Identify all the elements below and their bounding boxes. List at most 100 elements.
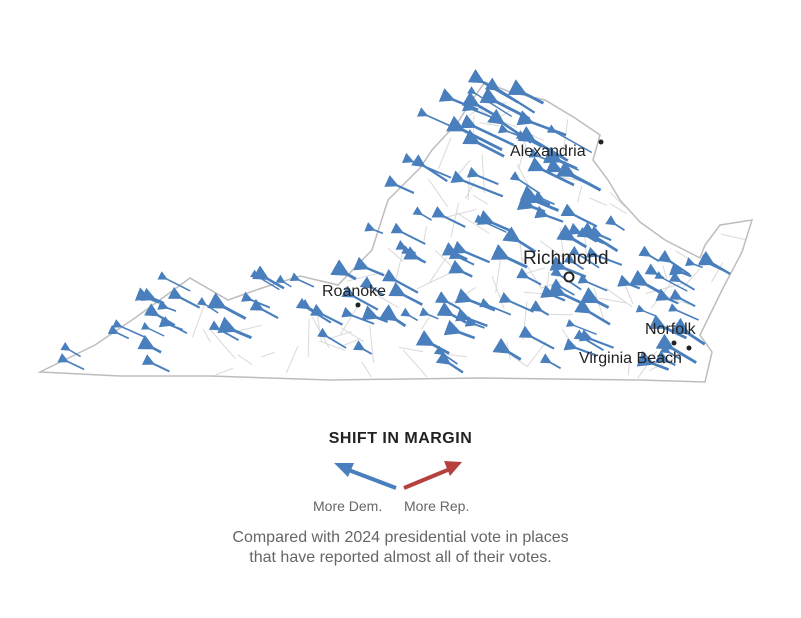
shift-arrow — [550, 278, 575, 296]
city-norfolk: Norfolk — [645, 321, 697, 346]
shift-arrow — [436, 301, 467, 324]
county-border — [577, 185, 583, 203]
shift-arrow — [540, 284, 566, 302]
county-border — [319, 340, 346, 351]
county-border — [403, 349, 428, 378]
county-border — [562, 119, 569, 154]
shift-arrow — [644, 263, 665, 280]
shift-arrow — [451, 240, 491, 264]
shift-arrow — [574, 298, 611, 326]
county-border — [491, 276, 505, 310]
county-border — [472, 194, 489, 205]
shift-arrow — [359, 276, 385, 297]
county-border — [423, 226, 428, 242]
shift-arrow — [534, 205, 564, 223]
shift-arrow — [384, 174, 415, 194]
county-border — [481, 154, 485, 194]
shift-arrow — [467, 86, 513, 118]
county-border — [361, 361, 372, 378]
county-border — [604, 287, 633, 308]
shift-arrow — [217, 316, 252, 340]
shift-arrow — [655, 288, 679, 305]
shift-arrow — [140, 287, 165, 305]
shift-arrow — [134, 287, 160, 304]
city-label: Virginia Beach — [579, 350, 682, 367]
shift-arrow — [573, 329, 604, 351]
shift-arrow — [542, 146, 578, 171]
shift-arrow — [529, 300, 550, 316]
shift-arrow — [289, 272, 315, 288]
county-border — [398, 346, 424, 353]
county-border — [511, 355, 528, 368]
shift-arrow — [578, 222, 619, 253]
shift-arrow — [378, 304, 407, 328]
county-border — [369, 324, 375, 363]
shift-arrow — [310, 303, 343, 326]
shift-arrow — [60, 341, 82, 358]
county-border — [420, 314, 432, 330]
city-label: Norfolk — [645, 321, 697, 338]
county-border — [202, 328, 211, 343]
county-border — [599, 297, 627, 304]
city-label: Roanoke — [322, 283, 386, 300]
legend-arrows — [334, 461, 462, 490]
shift-arrow — [157, 299, 177, 312]
shift-arrow — [507, 79, 545, 105]
shift-arrow — [411, 154, 448, 183]
shift-arrow — [196, 296, 219, 314]
shift-arrow — [341, 306, 375, 325]
shift-arrow — [546, 124, 593, 154]
shift-arrow — [657, 249, 691, 276]
city-label: Alexandria — [510, 143, 586, 160]
shift-arrow — [578, 329, 614, 349]
shift-arrow — [459, 114, 515, 147]
county-border — [215, 367, 234, 376]
shift-arrow — [563, 338, 597, 357]
shift-arrow — [419, 307, 439, 320]
shift-arrow — [412, 206, 433, 221]
shift-arrows — [57, 68, 731, 374]
legend-dem-arrow — [334, 463, 397, 490]
county-border — [235, 324, 262, 333]
county-border — [455, 211, 490, 234]
shift-arrow — [585, 246, 623, 266]
shift-arrow — [450, 170, 504, 198]
shift-arrow — [431, 206, 466, 228]
shift-arrow — [539, 353, 562, 370]
shift-arrow — [518, 325, 555, 350]
shift-arrow — [569, 245, 600, 269]
shift-arrow — [588, 225, 612, 242]
county-border — [427, 178, 449, 208]
shift-arrow — [635, 304, 657, 317]
county-border — [495, 259, 501, 293]
shift-arrow — [140, 321, 165, 337]
shift-arrow — [448, 248, 475, 266]
shift-arrow — [533, 190, 555, 206]
shift-arrow — [638, 245, 660, 263]
county-border — [518, 146, 526, 169]
shift-arrow — [492, 337, 522, 361]
shift-arrow — [464, 315, 485, 329]
county-border — [721, 233, 745, 241]
footnote-line-2: that have reported almost all of their v… — [249, 549, 552, 566]
shift-arrow — [462, 129, 505, 158]
shift-arrow — [659, 343, 681, 360]
shift-arrow — [433, 345, 458, 365]
shift-arrow — [57, 353, 85, 371]
shift-arrow — [655, 333, 697, 364]
virginia-shift-map: Alexandria Richmond Roanoke Norfolk Virg… — [37, 68, 754, 383]
legend-dem-label: More Dem. — [313, 498, 383, 514]
shift-arrow — [388, 281, 424, 306]
shift-arrow — [443, 319, 476, 340]
shift-arrow — [466, 166, 499, 186]
shift-arrow — [629, 269, 662, 295]
shift-arrow — [317, 327, 347, 349]
county-border — [589, 197, 608, 207]
shift-arrow — [638, 352, 659, 367]
shift-arrow — [448, 259, 473, 278]
shift-arrow — [353, 340, 373, 355]
shift-arrow — [490, 243, 528, 269]
shift-arrow — [137, 334, 162, 354]
shift-arrow — [416, 107, 456, 129]
shift-arrow — [669, 288, 696, 308]
